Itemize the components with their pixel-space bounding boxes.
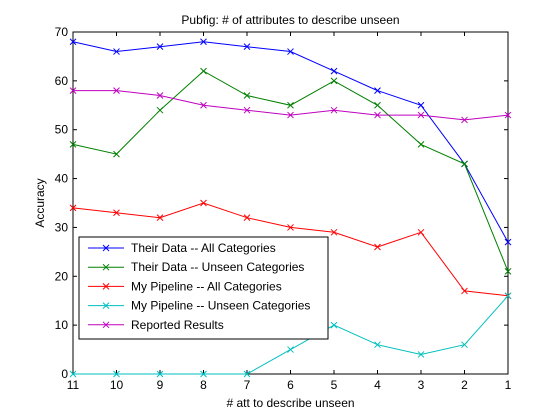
x-tick-label: 1 [505,378,512,392]
data-point [374,87,381,94]
data-point [156,370,164,378]
x-tick-label: 3 [418,378,425,392]
legend-label: Their Data -- Unseen Categories [131,260,304,274]
legend-marker [102,263,110,271]
x-tick-label: 5 [331,378,338,392]
series-2 [69,67,512,275]
series-5 [69,87,512,124]
x-tick-label: 7 [244,378,251,392]
data-point [113,370,120,378]
data-point [417,111,425,119]
legend-label: My Pipeline -- Unseen Categories [131,299,310,313]
legend-marker [102,321,110,329]
legend-item: My Pipeline -- All Categories [88,279,282,293]
data-point [113,150,120,158]
data-point [287,111,294,119]
data-point [243,106,251,114]
data-point [374,243,381,251]
data-point [417,101,425,109]
y-axis: 0 10 20 30 40 50 60 70 [55,25,508,381]
y-tick-label: 40 [55,172,69,186]
data-point [287,48,294,55]
data-point [200,370,207,378]
series-layer [69,38,512,378]
data-point [417,141,425,148]
data-point [69,141,77,148]
data-point [243,214,251,222]
legend-box [78,236,329,340]
x-tick-label: 2 [461,378,468,392]
x-tick-label: 9 [157,378,164,392]
data-point [330,67,338,75]
data-point [200,38,207,46]
series-4 [69,292,512,378]
data-point [113,209,120,217]
data-point [330,228,338,236]
y-tick-label: 20 [55,269,69,283]
chart-title: Pubfig: # of attributes to describe unse… [181,13,399,27]
y-tick-label: 70 [55,25,69,39]
data-point [504,238,512,246]
x-tick-label: 11 [67,378,80,392]
legend-label: Their Data -- All Categories [131,241,276,255]
data-point [417,228,425,236]
data-point [156,92,164,99]
legend: Their Data -- All Categories Their Data -… [78,236,329,340]
legend-item: Their Data -- Unseen Categories [88,260,304,274]
data-point [113,48,120,55]
legend-label: Reported Results [131,318,224,332]
data-point [504,111,512,119]
data-point [374,101,381,109]
legend-item: Reported Results [88,318,224,332]
legend-item: Their Data -- All Categories [88,241,276,255]
data-point [330,77,338,85]
data-point [69,204,77,212]
data-point [69,87,77,94]
data-point [243,43,251,51]
x-tick-label: 10 [110,378,124,392]
data-point [200,101,207,109]
data-point [200,67,207,75]
x-tick-label: 6 [287,378,294,392]
data-point [374,111,381,119]
legend-marker [102,302,110,309]
data-point [287,224,294,231]
data-point [461,116,468,124]
x-axis: 11 10 9 8 7 6 5 4 3 2 1 [67,32,512,392]
x-tick-label: 4 [374,378,381,392]
data-point [200,199,207,207]
data-point [156,214,164,222]
data-point [156,43,164,51]
data-point [374,341,381,349]
y-axis-label: Accuracy [33,178,47,227]
legend-marker [102,244,110,252]
data-point [243,92,251,99]
data-point [330,106,338,114]
x-axis-label: # att to describe unseen [226,396,354,410]
data-point [504,268,512,275]
data-point [461,160,468,168]
data-point [113,87,120,94]
data-point [156,106,164,114]
data-point [504,292,512,300]
y-tick-label: 30 [55,220,69,234]
x-tick-label: 8 [200,378,207,392]
data-point [243,370,251,378]
data-point [461,341,468,349]
legend-label: My Pipeline -- All Categories [131,279,282,293]
data-point [69,370,77,378]
data-point [69,38,77,46]
legend-marker [102,283,110,290]
data-point [330,321,338,329]
y-tick-label: 60 [55,74,69,88]
y-tick-label: 0 [61,367,68,381]
y-tick-label: 10 [55,318,69,332]
data-point [417,351,425,358]
y-tick-label: 50 [55,123,69,137]
data-point [287,346,294,353]
data-point [461,287,468,295]
data-point [287,101,294,109]
legend-item: My Pipeline -- Unseen Categories [88,299,310,313]
